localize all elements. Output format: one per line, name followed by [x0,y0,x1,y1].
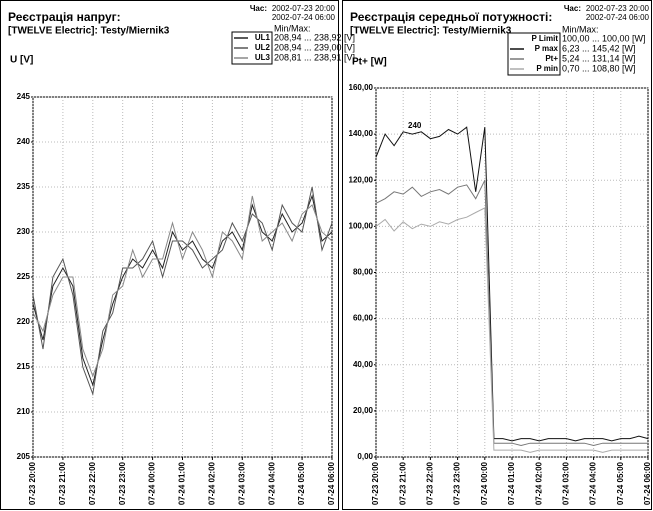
x-tick-label: 07-23 23:00 [453,461,462,505]
x-tick-label: 07-24 04:00 [589,461,598,505]
y-tick-label: 220 [17,317,31,326]
y-tick-label: 240 [17,137,31,146]
chart-subtitle: [TWELVE Electric]: Testy/Miernik3 [8,26,170,37]
x-tick-label: 07-23 21:00 [398,461,407,505]
legend-entry: P Limit [531,34,558,43]
y-tick-label: 0,00 [357,452,373,461]
y-tick-label: 205 [17,452,31,461]
x-tick-label: 07-24 06:00 [643,461,652,505]
x-tick-label: 07-24 06:00 [327,461,336,505]
x-tick-label: 07-24 03:00 [237,461,246,505]
series-line [32,195,333,378]
series-line [32,194,333,387]
x-tick-label: 07-23 22:00 [426,461,435,505]
legend-range: 100,00 ... 100,00 [W] [562,33,646,43]
x-tick-label: 07-24 05:00 [616,461,625,505]
y-tick-label: 100,00 [349,221,374,230]
time-to: 2002-07-24 06:00 [272,13,336,22]
y-tick-label: 225 [17,272,31,281]
minmax-label: Min/Max: [562,24,599,34]
time-to: 2002-07-24 06:00 [586,13,650,22]
series-line [375,207,648,453]
y-tick-label: 235 [17,182,31,191]
x-tick-label: 07-23 20:00 [28,461,37,505]
y-tick-label: 160,00 [349,83,374,92]
chart-subtitle: [TWELVE Electric]: Testy/Miernik3 [350,26,512,37]
y-tick-label: 120,00 [349,175,374,184]
y-tick-label: 210 [17,407,31,416]
legend-range: 6,23 ... 145,42 [W] [562,43,636,53]
y-tick-label: 80,00 [353,268,374,277]
legend-range: 5,24 ... 131,14 [W] [562,53,636,63]
legend-range: 0,70 ... 108,80 [W] [562,63,636,73]
y-tick-label: 60,00 [353,314,374,323]
legend-entry: UL1 [255,33,271,42]
series-line [32,186,333,396]
annotation: 240 [408,121,422,130]
y-tick-label: 40,00 [353,360,374,369]
legend-entry: Pt+ [545,54,558,63]
time-from: 2002-07-23 20:00 [272,4,336,13]
x-tick-label: 07-24 05:00 [297,461,306,505]
legend-entry: UL3 [255,53,271,62]
series-line [375,180,648,447]
time-label: Час: [564,4,581,13]
x-tick-label: 07-24 04:00 [267,461,276,505]
series-line [375,126,649,442]
legend-entry: P max [535,44,559,53]
x-tick-label: 07-23 22:00 [88,461,97,505]
legend-range: 208,94 ... 239,00 [V] [274,42,355,52]
x-tick-label: 07-24 03:00 [562,461,571,505]
x-tick-label: 07-24 02:00 [534,461,543,505]
y-tick-label: 140,00 [349,129,374,138]
x-tick-label: 07-24 01:00 [507,461,516,505]
legend-range: 208,94 ... 238,92 [V] [274,32,355,42]
y-axis-label: U [V] [10,55,33,66]
time-label: Час: [250,4,267,13]
x-tick-label: 07-24 00:00 [480,461,489,505]
x-tick-label: 07-24 01:00 [178,461,187,505]
x-tick-label: 07-23 21:00 [58,461,67,505]
legend-box [507,32,561,76]
y-tick-label: 230 [17,227,31,236]
chart-title: Реєстрація напруг: [8,10,121,24]
chart-title: Реєстрація середньої потужності: [350,10,552,24]
y-tick-label: 20,00 [353,406,374,415]
minmax-label: Min/Max: [274,23,311,33]
y-tick-label: 215 [17,362,31,371]
legend-entry: P min [536,64,558,73]
x-tick-label: 07-23 23:00 [118,461,127,505]
x-tick-label: 07-24 00:00 [148,461,157,505]
legend-range: 208,81 ... 238,91 [V] [274,52,355,62]
y-axis-label: Pt+ [W] [352,57,387,68]
time-from: 2002-07-23 20:00 [586,4,650,13]
legend-entry: UL2 [255,43,271,52]
x-tick-label: 07-24 02:00 [208,461,217,505]
x-tick-label: 07-23 20:00 [371,461,380,505]
y-tick-label: 245 [17,92,31,101]
